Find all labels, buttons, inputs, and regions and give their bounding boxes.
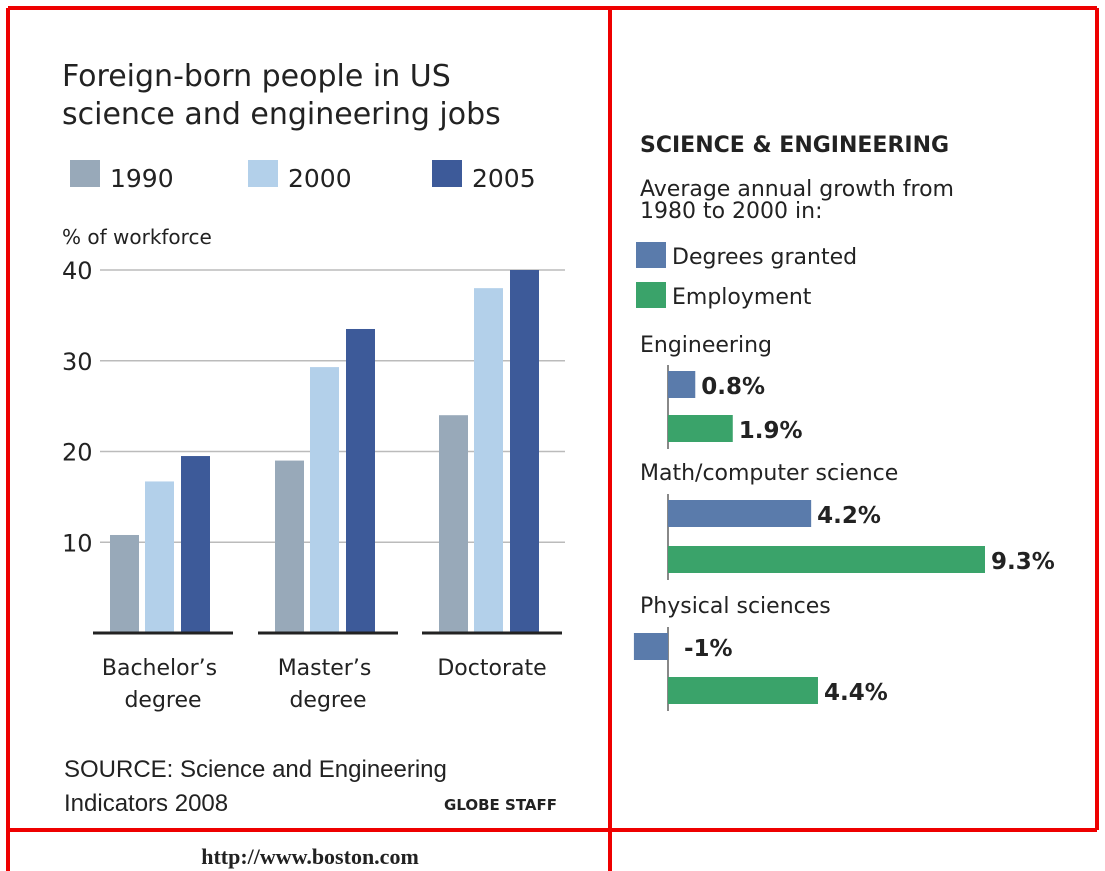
chart-title: science and engineering jobs <box>62 97 501 132</box>
bar <box>181 456 210 633</box>
legend-swatch <box>636 282 666 308</box>
bar <box>310 367 339 633</box>
bar <box>474 288 503 633</box>
chart-title: SCIENCE & ENGINEERING <box>640 133 949 158</box>
bar <box>110 534 139 633</box>
bar <box>145 481 174 633</box>
bar <box>668 415 733 442</box>
category-label: Engineering <box>640 333 772 358</box>
subtitle: Average annual growth from <box>640 177 954 202</box>
bar <box>510 270 539 633</box>
source: SOURCE: Science and Engineering <box>64 756 447 783</box>
source: Indicators 2008 <box>64 790 228 817</box>
x-tick-label: Master’s degree <box>278 656 379 713</box>
value-label: -1% <box>684 636 733 662</box>
legend-swatch <box>432 160 462 187</box>
value-label: 1.9% <box>739 418 803 444</box>
legend-label: 1990 <box>110 164 174 193</box>
bar <box>439 415 468 633</box>
y-tick-label: 30 <box>62 348 93 376</box>
x-tick-label: Bachelor’s degree <box>102 656 224 713</box>
bar <box>668 371 696 398</box>
url: http://www.boston.com <box>201 844 419 869</box>
legend-label: Degrees granted <box>672 245 857 270</box>
bar <box>668 546 985 573</box>
credit: GLOBE STAFF <box>444 796 557 814</box>
bar <box>668 500 812 527</box>
category-label: Math/computer science <box>640 461 898 486</box>
value-label: 0.8% <box>701 374 765 400</box>
subtitle: 1980 to 2000 in: <box>640 199 823 224</box>
legend-label: 2005 <box>472 164 536 193</box>
legend-swatch <box>248 160 278 187</box>
value-label: 4.4% <box>824 680 888 706</box>
chart-title: Foreign-born people in US <box>62 59 451 94</box>
legend-swatch <box>70 160 100 187</box>
bar <box>668 677 818 704</box>
y-axis-label: % of workforce <box>62 225 212 249</box>
category-label: Physical sciences <box>640 594 831 619</box>
bar <box>633 633 668 660</box>
y-tick-label: 40 <box>62 257 93 285</box>
legend-label: 2000 <box>288 164 352 193</box>
x-tick-label: Doctorate <box>437 656 546 681</box>
value-label: 9.3% <box>991 549 1055 575</box>
frame <box>6 6 1099 871</box>
legend-label: Employment <box>672 285 812 310</box>
value-label: 4.2% <box>817 503 881 529</box>
bar <box>275 460 304 633</box>
y-tick-label: 10 <box>62 529 93 557</box>
bar <box>346 328 375 633</box>
y-tick-label: 20 <box>62 439 93 467</box>
legend-swatch <box>636 242 666 268</box>
